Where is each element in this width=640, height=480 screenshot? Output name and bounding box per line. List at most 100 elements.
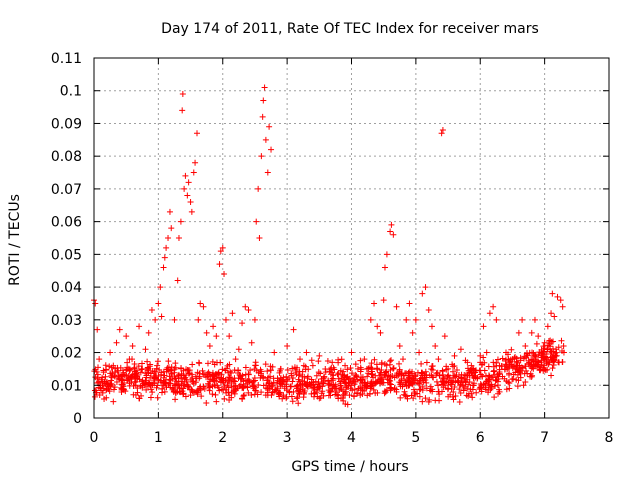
data-point — [375, 376, 382, 383]
data-point — [215, 369, 222, 376]
data-point — [333, 391, 340, 398]
data-point — [551, 313, 558, 320]
data-point — [107, 349, 114, 356]
data-point — [226, 374, 233, 381]
data-point — [277, 365, 284, 372]
data-point — [210, 323, 217, 330]
data-point — [226, 392, 233, 399]
data-point — [514, 383, 521, 390]
data-point — [269, 382, 276, 389]
data-point — [100, 369, 107, 376]
data-point — [262, 136, 269, 143]
data-point — [478, 388, 485, 395]
x-tick-label: 0 — [90, 430, 99, 446]
data-points — [91, 84, 567, 408]
data-point — [457, 390, 464, 397]
data-point — [205, 384, 212, 391]
data-point — [216, 387, 223, 394]
data-point — [367, 385, 374, 392]
data-point — [260, 382, 267, 389]
y-tick-label: 0.07 — [51, 182, 82, 198]
data-point — [544, 346, 551, 353]
data-point — [378, 367, 385, 374]
data-point — [131, 371, 138, 378]
data-point — [348, 378, 355, 385]
data-point — [549, 365, 556, 372]
data-point — [560, 342, 567, 349]
data-point — [296, 371, 303, 378]
data-point — [423, 385, 430, 392]
data-point — [388, 221, 395, 228]
data-point — [528, 356, 535, 363]
data-point — [235, 346, 242, 353]
data-point — [422, 395, 429, 402]
data-point — [457, 346, 464, 353]
data-point — [435, 356, 442, 363]
x-tick-label: 8 — [605, 430, 614, 446]
data-point — [188, 208, 195, 215]
data-point — [462, 372, 469, 379]
y-tick-label: 0.03 — [51, 313, 82, 329]
data-point — [541, 366, 548, 373]
data-point — [499, 355, 506, 362]
data-point — [259, 113, 266, 120]
data-point — [288, 370, 295, 377]
data-point — [273, 387, 280, 394]
data-point — [294, 364, 301, 371]
data-point — [492, 383, 499, 390]
data-point — [512, 369, 519, 376]
data-point — [158, 313, 165, 320]
data-point — [185, 367, 192, 374]
data-point — [195, 316, 202, 323]
data-point — [338, 356, 345, 363]
data-point — [96, 356, 103, 363]
data-point — [209, 376, 216, 383]
data-point — [299, 386, 306, 393]
data-point — [324, 358, 331, 365]
data-point — [132, 372, 139, 379]
data-point — [239, 320, 246, 327]
data-point — [406, 300, 413, 307]
data-point — [240, 385, 247, 392]
data-point — [423, 379, 430, 386]
data-point — [259, 374, 266, 381]
data-point — [247, 367, 254, 374]
data-point — [194, 369, 201, 376]
data-point — [109, 369, 116, 376]
data-point — [213, 398, 220, 405]
data-point — [304, 383, 311, 390]
data-point — [550, 358, 557, 365]
data-point — [352, 361, 359, 368]
data-point — [121, 380, 128, 387]
data-point — [139, 360, 146, 367]
data-point — [403, 377, 410, 384]
data-point — [198, 393, 205, 400]
data-point — [192, 159, 199, 166]
data-point — [451, 363, 458, 370]
data-point — [268, 146, 275, 153]
data-point — [364, 373, 371, 380]
data-point — [331, 385, 338, 392]
data-point — [547, 343, 554, 350]
data-point — [295, 400, 302, 407]
y-tick-label: 0.01 — [51, 378, 82, 394]
data-point — [175, 235, 182, 241]
data-point — [135, 363, 142, 370]
data-point — [477, 383, 484, 390]
data-point — [172, 360, 179, 367]
data-point — [426, 396, 433, 403]
data-point — [205, 380, 212, 387]
data-point — [380, 297, 387, 304]
data-point — [290, 388, 297, 395]
data-point — [445, 385, 452, 392]
data-point — [143, 386, 150, 393]
data-point — [226, 333, 233, 340]
data-point — [127, 366, 134, 373]
data-point — [429, 388, 436, 395]
data-point — [242, 364, 249, 371]
data-point — [367, 316, 374, 323]
data-point — [473, 389, 480, 396]
data-point — [189, 375, 196, 382]
data-point — [211, 381, 218, 388]
data-point — [338, 385, 345, 392]
